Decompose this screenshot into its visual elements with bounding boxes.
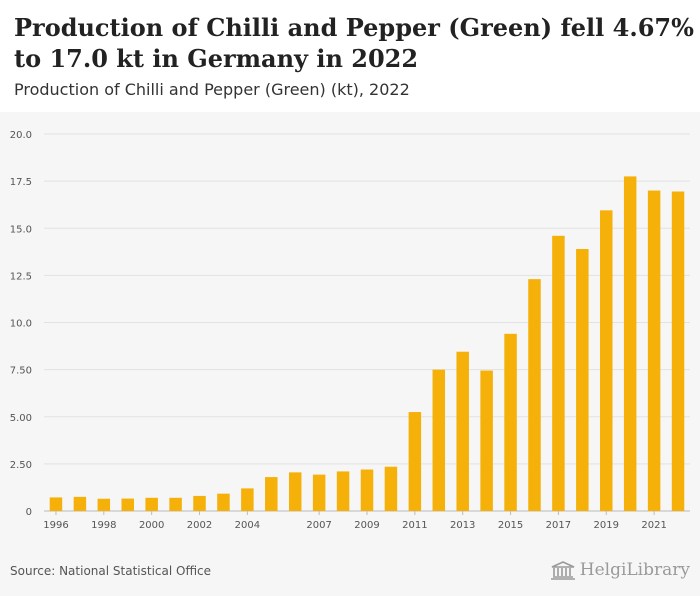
bar-2010 — [384, 466, 398, 511]
x-tick-label: 2019 — [594, 520, 619, 531]
bar-2018 — [576, 248, 589, 512]
bar-2020 — [623, 176, 637, 511]
library-building-icon — [550, 561, 575, 580]
bar-2015 — [504, 333, 517, 511]
x-tick-label: 2007 — [306, 520, 331, 531]
bar-2013 — [456, 351, 469, 511]
bar-2000 — [145, 497, 158, 511]
chart-panel: 0 2.50 5.00 7.50 10.0 12.5 15.0 17.5 20.0 1996 199… — [0, 112, 700, 596]
y-tick-label: 7.50 — [10, 366, 32, 377]
bar-2006 — [288, 472, 302, 511]
page-title: Production of Chilli and Pepper (Green) … — [14, 13, 694, 73]
bar-1996 — [49, 497, 63, 511]
bar-1997 — [73, 496, 87, 511]
bar-1998 — [97, 498, 111, 511]
y-tick-label: 10.0 — [10, 319, 32, 330]
x-tick-label: 1996 — [43, 520, 68, 531]
bar-2014 — [480, 370, 493, 511]
y-tick-label: 5.00 — [10, 413, 32, 424]
x-tick-label: 2004 — [235, 520, 260, 531]
bar-2008 — [336, 471, 350, 511]
bar-2019 — [600, 210, 613, 511]
chart-subtitle: Production of Chilli and Pepper (Green) … — [14, 80, 410, 99]
logo-text: HelgiLibrary — [579, 560, 690, 580]
x-tick-label: 2011 — [402, 520, 427, 531]
bar-2004 — [241, 488, 254, 511]
helgi-library-logo: HelgiLibrary — [550, 560, 690, 580]
x-tick-label: 2000 — [139, 520, 164, 531]
x-tick-label: 2017 — [546, 520, 571, 531]
bar-2003 — [217, 493, 230, 511]
bar-2005 — [265, 477, 278, 511]
bar-2007 — [312, 474, 326, 511]
bar-2009 — [360, 469, 374, 511]
bar-2001 — [169, 497, 182, 511]
x-tick-label: 2013 — [450, 520, 475, 531]
source-note: Source: National Statistical Office — [10, 564, 212, 578]
x-tick-label: 2009 — [354, 520, 379, 531]
x-tick-label: 1998 — [91, 520, 116, 531]
y-tick-label: 15.0 — [10, 224, 32, 235]
x-tick-label: 2021 — [641, 520, 666, 531]
bar-2021 — [647, 190, 661, 512]
bar-2022 — [671, 191, 685, 511]
bar-2016 — [528, 279, 541, 511]
bar-2011 — [408, 412, 422, 511]
y-tick-label: 2.50 — [10, 460, 32, 471]
x-tick-label: 2002 — [187, 520, 212, 531]
y-tick-label: 20.0 — [10, 130, 32, 141]
header: Production of Chilli and Pepper (Green) … — [0, 0, 700, 112]
bar-2012 — [432, 369, 446, 511]
y-tick-label: 12.5 — [10, 271, 32, 282]
y-tick-label: 0 — [26, 507, 32, 518]
y-tick-label: 17.5 — [10, 177, 32, 188]
x-tick-label: 2015 — [498, 520, 523, 531]
bar-chart: 0 2.50 5.00 7.50 10.0 12.5 15.0 17.5 20.0 1996 199… — [10, 130, 690, 531]
bar-2017 — [552, 235, 565, 511]
bar-1999 — [121, 498, 134, 511]
bar-2002 — [193, 495, 206, 511]
